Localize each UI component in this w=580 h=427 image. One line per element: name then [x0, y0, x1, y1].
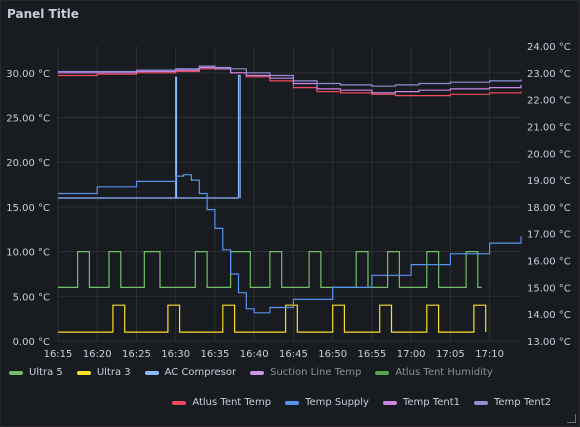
legend-item-temp-supply[interactable]: Temp Supply	[285, 397, 369, 408]
panel-title[interactable]: Panel Title	[7, 7, 79, 21]
left-y-tick-label: 10.00 °C	[6, 248, 50, 259]
left-y-tick-label: 0.00 °C	[13, 337, 50, 348]
legend-swatch	[375, 370, 390, 375]
legend-label: Atlus Tent Temp	[192, 397, 272, 408]
legend-item-suction-line-temp[interactable]: Suction Line Temp	[250, 367, 361, 378]
series-temp-supply	[58, 174, 522, 314]
legend-item-ac-compresor[interactable]: AC Compresor	[144, 367, 237, 378]
x-tick-label: 17:00	[397, 349, 426, 360]
legend-swatch	[144, 370, 159, 375]
legend-label: Atlus Tent Humidity	[395, 367, 493, 378]
legend-item-temp-tent2[interactable]: Temp Tent2	[473, 397, 551, 408]
x-tick-label: 16:45	[279, 349, 308, 360]
legend-swatch	[76, 370, 91, 375]
x-tick-label: 16:50	[318, 349, 347, 360]
x-tick-label: 16:30	[161, 349, 190, 360]
x-tick-label: 17:05	[436, 349, 465, 360]
left-y-tick-label: 20.00 °C	[6, 158, 50, 169]
left-y-tick-label: 15.00 °C	[6, 203, 50, 214]
series-ultra-5	[58, 251, 482, 288]
left-y-tick-label: 25.00 °C	[6, 114, 50, 125]
right-y-tick-label: 20.00 °C	[527, 149, 571, 160]
x-tick-label: 16:40	[240, 349, 269, 360]
right-y-tick-label: 18.00 °C	[527, 203, 571, 214]
right-y-tick-label: 17.00 °C	[527, 230, 571, 241]
right-y-tick-label: 14.00 °C	[527, 310, 571, 321]
legend-label: Ultra 5	[29, 367, 63, 378]
legend-item-atlus-tent-humidity[interactable]: Atlus Tent Humidity	[375, 367, 493, 378]
right-y-tick-label: 13.00 °C	[527, 337, 571, 348]
right-y-tick-label: 22.00 °C	[527, 96, 571, 107]
x-tick-label: 16:15	[44, 349, 73, 360]
left-y-tick-label: 5.00 °C	[13, 292, 50, 303]
legend-item-atlus-tent-temp[interactable]: Atlus Tent Temp	[172, 397, 271, 408]
legend-swatch	[9, 370, 23, 375]
right-y-tick-label: 16.00 °C	[527, 257, 571, 268]
x-tick-label: 17:10	[475, 349, 504, 360]
series-ultra-3	[58, 304, 487, 333]
legend-label: AC Compresor	[164, 367, 237, 378]
legend-label: Suction Line Temp	[270, 367, 362, 378]
left-y-tick-label: 30.00 °C	[6, 69, 50, 80]
right-y-tick-label: 23.00 °C	[527, 69, 571, 80]
legend-swatch	[172, 400, 187, 405]
resize-handle[interactable]	[567, 414, 576, 423]
series-ac-compresor	[58, 74, 241, 199]
legend-swatch	[473, 400, 488, 405]
legend-item-ultra-3[interactable]: Ultra 3	[76, 367, 131, 378]
right-y-tick-label: 19.00 °C	[527, 176, 571, 187]
legend-label: Temp Supply	[305, 397, 369, 408]
legend-item-temp-tent1[interactable]: Temp Tent1	[382, 397, 460, 408]
legend-item-ultra-5[interactable]: Ultra 5	[9, 367, 63, 378]
legend-swatch	[382, 400, 397, 405]
legend-label: Temp Tent2	[493, 397, 551, 408]
time-series-chart[interactable]: 16:15 16:20 16:25 16:30 16:35 16:40 16:45 16:50…	[1, 1, 579, 361]
x-tick-label: 16:35	[201, 349, 230, 360]
x-tick-label: 16:55	[357, 349, 386, 360]
right-y-tick-label: 21.00 °C	[527, 122, 571, 133]
right-y-tick-label: 15.00 °C	[527, 283, 571, 294]
legend-label: Temp Tent1	[402, 397, 460, 408]
legend-row-2: Atlus Tent Temp Temp Supply Temp Tent1 Temp…	[172, 397, 565, 408]
legend-row-1: Ultra 5 Ultra 3 AC Compresor Suction Line T…	[9, 367, 507, 378]
legend-swatch	[285, 400, 300, 405]
right-y-tick-label: 24.00 °C	[527, 42, 571, 53]
x-tick-label: 16:25	[122, 349, 151, 360]
legend-swatch	[250, 370, 265, 375]
x-tick-label: 16:20	[83, 349, 112, 360]
legend-label: Ultra 3	[96, 367, 131, 378]
series-temp-tent2	[58, 65, 522, 87]
